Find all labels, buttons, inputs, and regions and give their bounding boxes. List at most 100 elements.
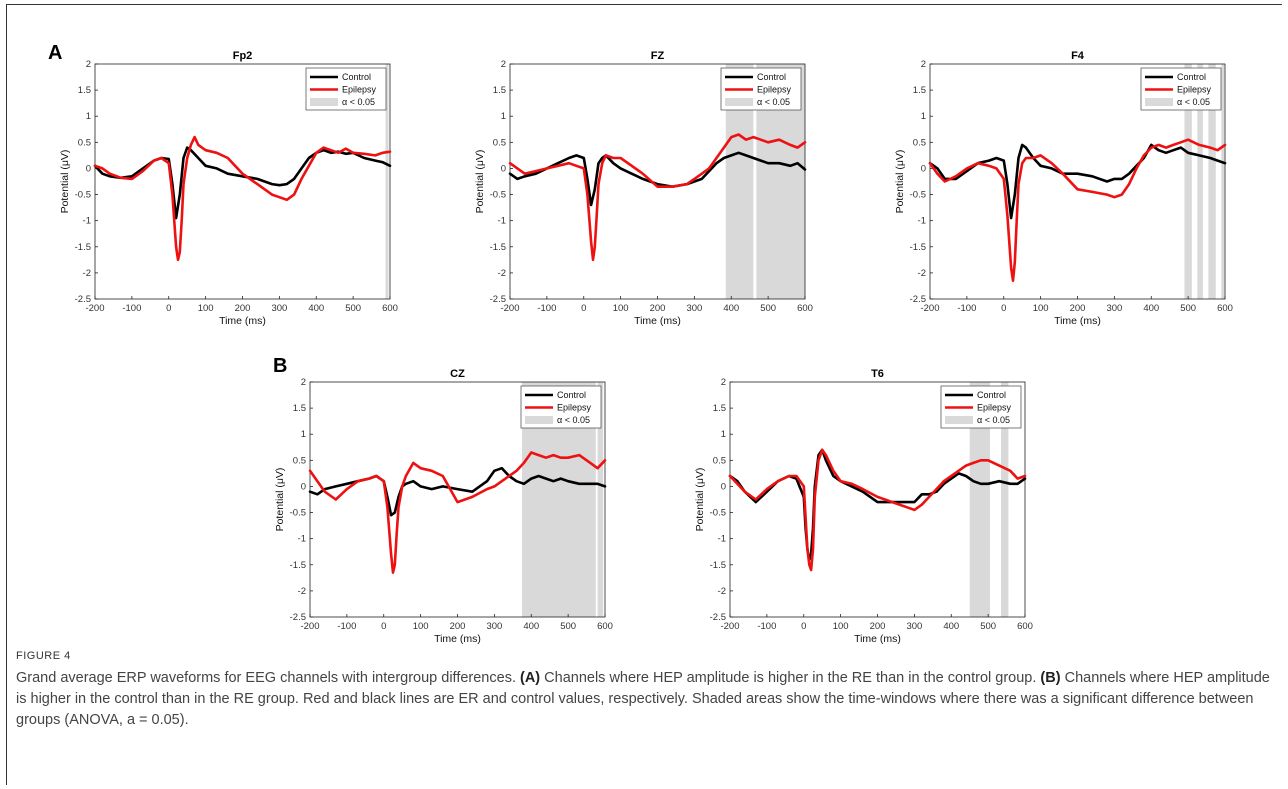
legend-label: Control: [557, 390, 586, 400]
chart-title: Fp2: [233, 50, 253, 62]
y-tick-label: 0: [501, 163, 506, 174]
x-tick-label: 600: [382, 303, 398, 314]
y-tick-label: 2: [501, 59, 506, 70]
y-tick-label: -1.5: [75, 242, 91, 253]
x-tick-label: 100: [198, 303, 214, 314]
y-tick-label: -2.5: [910, 294, 926, 305]
x-tick-label: 100: [413, 621, 429, 632]
series-line-control: [508, 151, 807, 207]
legend-label: Epilepsy: [342, 85, 377, 95]
y-tick-label: 1: [721, 429, 726, 440]
y-tick-label: -1: [918, 216, 926, 227]
x-tick-label: 100: [1033, 303, 1049, 314]
y-tick-label: -1.5: [490, 242, 506, 253]
x-tick-label: -100: [757, 621, 776, 632]
y-axis-label: Potential (μV): [274, 468, 286, 532]
x-axis-label: Time (ms): [634, 315, 681, 327]
x-tick-label: 400: [308, 303, 324, 314]
caption-b-ref: (B): [1040, 670, 1061, 686]
x-tick-label: 200: [870, 621, 886, 632]
legend-swatch-significance: [725, 98, 753, 106]
x-tick-label: 0: [1001, 303, 1006, 314]
legend-label: Control: [1177, 72, 1206, 82]
y-tick-label: 0.5: [713, 455, 726, 466]
series-line-epilepsy: [928, 138, 1227, 282]
legend-label: Epilepsy: [977, 403, 1012, 413]
y-tick-label: 2: [86, 59, 91, 70]
y-tick-label: -2.5: [490, 294, 506, 305]
y-tick-label: -1: [498, 216, 506, 227]
significance-window: [1208, 64, 1216, 299]
x-tick-label: 300: [906, 621, 922, 632]
x-tick-label: 300: [686, 303, 702, 314]
y-tick-label: 1.5: [493, 85, 506, 96]
y-tick-label: 1.5: [293, 403, 306, 414]
x-tick-label: -200: [300, 621, 319, 632]
y-tick-label: 2: [721, 377, 726, 388]
series-line-epilepsy: [508, 133, 807, 262]
legend-swatch-significance: [310, 98, 338, 106]
y-tick-label: 1: [921, 111, 926, 122]
x-tick-label: -100: [122, 303, 141, 314]
caption-b-text: Channels where HEP amplitude is higher i…: [16, 670, 1270, 728]
y-axis-label: Potential (μV): [474, 150, 486, 214]
x-axis-label: Time (ms): [1054, 315, 1101, 327]
y-tick-label: -0.5: [290, 508, 306, 519]
x-tick-label: 300: [271, 303, 287, 314]
y-axis-label: Potential (μV): [694, 468, 706, 532]
y-tick-label: 0.5: [78, 137, 91, 148]
legend-swatch-significance: [525, 416, 553, 424]
x-tick-label: 500: [760, 303, 776, 314]
series-line-control: [928, 143, 1227, 220]
y-tick-label: -0.5: [910, 190, 926, 201]
legend-swatch-significance: [1145, 98, 1173, 106]
y-tick-label: -1: [298, 534, 306, 545]
x-tick-label: -200: [920, 303, 939, 314]
y-tick-label: -1.5: [910, 242, 926, 253]
figure-frame: [6, 4, 1282, 785]
y-tick-label: 1.5: [713, 403, 726, 414]
x-tick-label: 500: [345, 303, 361, 314]
x-tick-label: 600: [1217, 303, 1233, 314]
legend-label: α < 0.05: [1177, 97, 1210, 107]
figure-label: FIGURE 4: [16, 650, 71, 662]
x-tick-label: 0: [381, 621, 386, 632]
y-tick-label: 1: [86, 111, 91, 122]
x-tick-label: -200: [500, 303, 519, 314]
x-tick-label: 300: [1106, 303, 1122, 314]
x-tick-label: 400: [1143, 303, 1159, 314]
x-tick-label: 100: [833, 621, 849, 632]
x-tick-label: 0: [166, 303, 171, 314]
panel-label-a: A: [48, 42, 63, 64]
x-tick-label: -100: [957, 303, 976, 314]
y-axis-label: Potential (μV): [59, 150, 71, 214]
y-tick-label: 0.5: [493, 137, 506, 148]
x-tick-label: -100: [537, 303, 556, 314]
legend-label: α < 0.05: [757, 97, 790, 107]
y-tick-label: -2: [298, 586, 306, 597]
legend-label: α < 0.05: [977, 415, 1010, 425]
y-tick-label: 1: [501, 111, 506, 122]
y-tick-label: 0.5: [293, 455, 306, 466]
y-tick-label: 1.5: [913, 85, 926, 96]
y-tick-label: 1.5: [78, 85, 91, 96]
legend-label: Epilepsy: [557, 403, 592, 413]
y-tick-label: 0: [86, 163, 91, 174]
x-tick-label: 200: [650, 303, 666, 314]
y-tick-label: -1: [83, 216, 91, 227]
caption-intro: Grand average ERP waveforms for EEG chan…: [16, 670, 520, 686]
chart-fp2: 2 1.5 1 0.5 0 -0.5 -1 -1.5 -2 -2.5-200 -100 0 100 200…: [59, 50, 398, 327]
significance-window: [1001, 382, 1009, 617]
x-tick-label: 500: [1180, 303, 1196, 314]
legend-label: Epilepsy: [757, 85, 792, 95]
legend-swatch-significance: [945, 416, 973, 424]
panel-label-b: B: [273, 355, 288, 377]
y-tick-label: -2.5: [75, 294, 91, 305]
legend-label: Epilepsy: [1177, 85, 1212, 95]
x-tick-label: 200: [1070, 303, 1086, 314]
y-tick-label: 0.5: [913, 137, 926, 148]
x-tick-label: 0: [581, 303, 586, 314]
x-tick-label: -200: [85, 303, 104, 314]
x-tick-label: 400: [723, 303, 739, 314]
y-tick-label: -2.5: [710, 612, 726, 623]
